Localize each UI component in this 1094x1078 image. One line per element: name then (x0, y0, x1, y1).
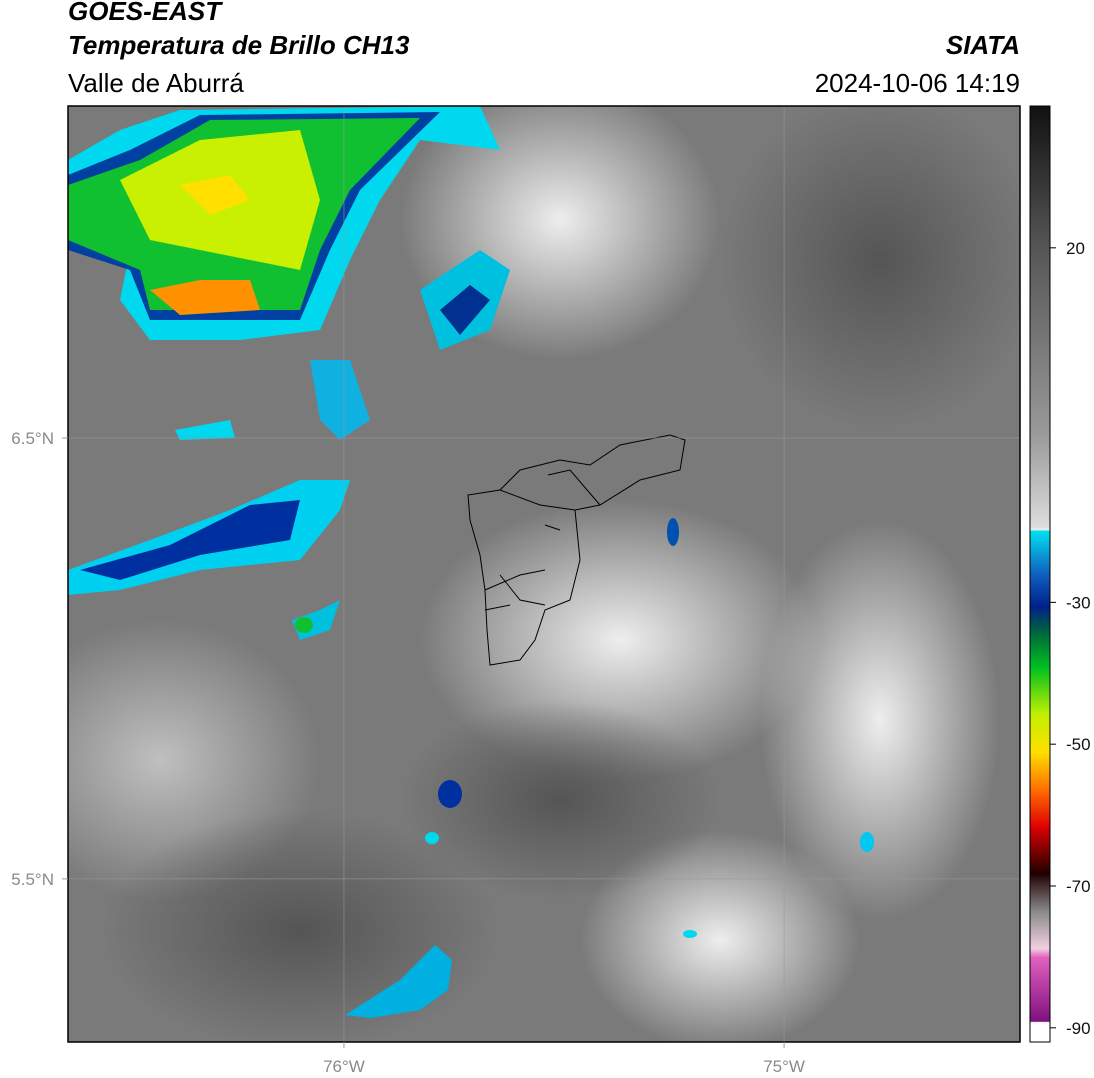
y-tick-label: 5.5°N (11, 870, 54, 889)
colorbar (1029, 105, 1051, 1043)
region: Valle de Aburrá (68, 68, 244, 98)
subtitle: Temperatura de Brillo CH13 (68, 30, 410, 60)
timestamp: 2024-10-06 14:19 (815, 68, 1020, 98)
x-tick-label: 76°W (323, 1057, 365, 1076)
colorbar-tick-label: -50 (1066, 735, 1091, 754)
y-tick-label: 6.5°N (11, 429, 54, 448)
colorbar-tick-label: -70 (1066, 877, 1091, 896)
map-frame (67, 105, 1021, 1043)
source: SIATA (946, 30, 1020, 60)
colorbar-tick-label: -90 (1066, 1019, 1091, 1038)
colorbar-tick-label: -30 (1066, 593, 1091, 612)
colorbar-tick-label: 20 (1066, 239, 1085, 258)
title: GOES-EAST (68, 0, 223, 26)
imagery (68, 106, 1020, 1042)
graticule (68, 106, 1020, 1042)
x-tick-label: 75°W (763, 1057, 805, 1076)
